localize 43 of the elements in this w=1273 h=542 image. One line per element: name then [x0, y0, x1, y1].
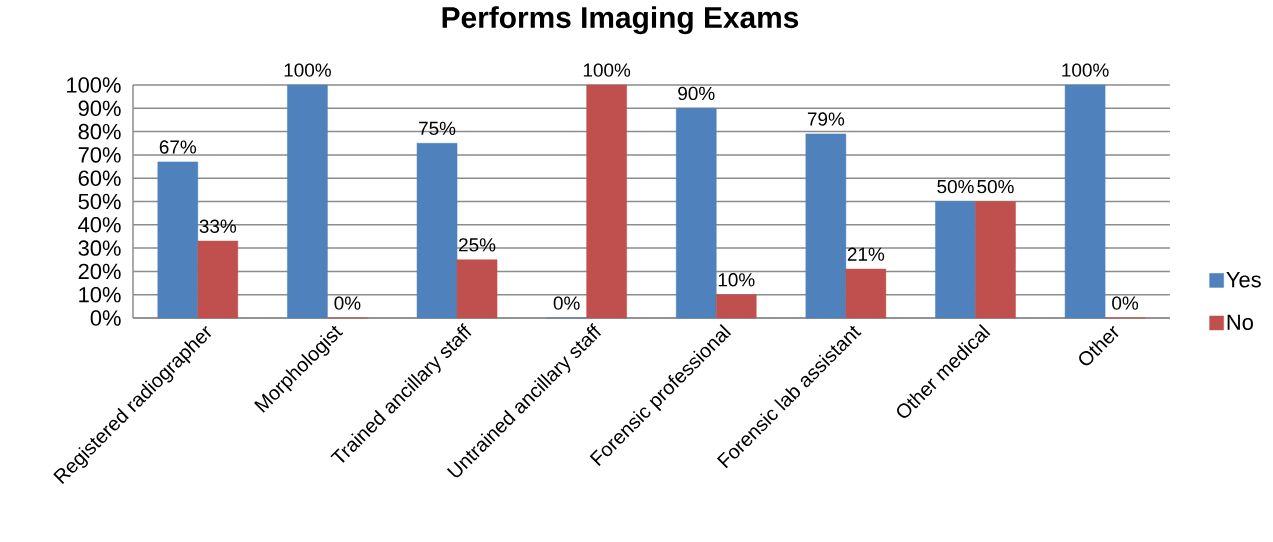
bar [805, 133, 847, 319]
y-tick-label: 30% [78, 240, 121, 256]
data-label: 10% [718, 273, 755, 287]
data-label: 21% [847, 247, 885, 261]
y-tick-label: 50% [78, 193, 121, 210]
bar [1064, 84, 1106, 319]
y-tick-label: 40% [78, 217, 121, 233]
data-label: 0% [553, 296, 580, 310]
y-tick-label: 60% [78, 170, 121, 186]
bar [676, 108, 717, 319]
data-label: 50% [977, 179, 1014, 194]
chart-title: Performs Imaging Exams [442, 6, 799, 35]
legend-label: No [1227, 314, 1253, 330]
data-label: 75% [419, 121, 456, 136]
bar [935, 201, 976, 319]
bar [845, 268, 887, 319]
y-tick-label: 100% [67, 77, 121, 93]
y-tick-label: 0% [90, 310, 121, 326]
y-tick-label: 10% [79, 286, 121, 303]
data-label: 25% [459, 238, 496, 252]
bar [416, 143, 458, 319]
data-label: 33% [199, 219, 237, 233]
data-label: 0% [1112, 296, 1139, 310]
y-tick-label: 20% [78, 263, 121, 280]
bar [157, 161, 199, 319]
data-label: 100% [583, 63, 631, 77]
data-label: 79% [807, 112, 845, 126]
data-label: 67% [159, 140, 197, 154]
data-label: 90% [678, 86, 715, 101]
bar [716, 294, 757, 319]
bar [197, 240, 239, 319]
y-tick-label: 90% [78, 100, 121, 117]
data-label: 100% [1062, 63, 1109, 77]
data-label: 50% [937, 179, 974, 194]
legend-label: Yes [1226, 272, 1261, 288]
y-tick-label: 80% [78, 123, 121, 140]
bar [975, 201, 1016, 319]
y-tick-label: 70% [78, 147, 121, 163]
data-label: 0% [334, 296, 361, 310]
bar [287, 84, 328, 319]
bar [586, 84, 627, 319]
bar [456, 259, 498, 319]
data-label: 100% [284, 63, 331, 77]
